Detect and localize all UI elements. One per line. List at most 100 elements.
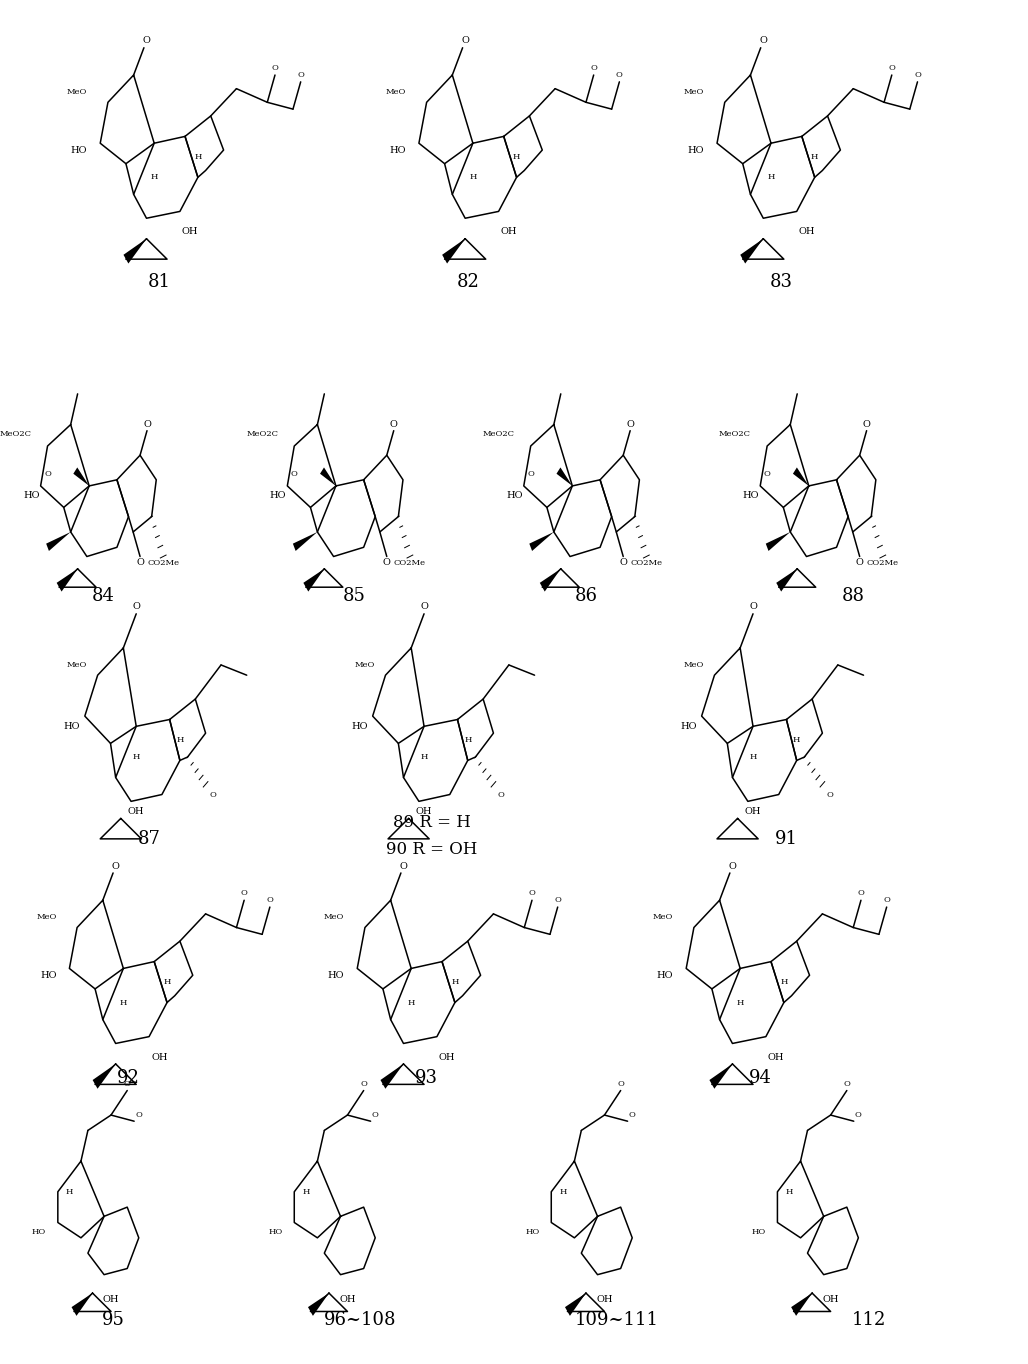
Text: HO: HO (681, 722, 697, 731)
Text: MeO: MeO (386, 89, 406, 95)
Text: OH: OH (439, 1053, 455, 1061)
Text: MeO: MeO (684, 662, 704, 668)
Text: 112: 112 (851, 1311, 886, 1330)
Polygon shape (793, 468, 809, 486)
Text: CO2Me: CO2Me (394, 559, 426, 566)
Text: OH: OH (182, 228, 198, 236)
Text: HO: HO (269, 491, 287, 499)
Text: MeO: MeO (324, 914, 344, 921)
Text: H: H (66, 1188, 73, 1196)
Text: HO: HO (328, 971, 344, 979)
Text: O: O (372, 1112, 378, 1118)
Text: 92: 92 (117, 1068, 140, 1087)
Text: O: O (291, 469, 298, 477)
Text: HO: HO (751, 1228, 766, 1236)
Text: O: O (462, 37, 469, 45)
Text: O: O (400, 862, 407, 870)
Text: H: H (119, 998, 127, 1007)
Text: 89 R = H: 89 R = H (393, 814, 471, 831)
Text: O: O (857, 889, 865, 898)
Text: O: O (390, 420, 398, 430)
Text: OH: OH (596, 1294, 613, 1304)
Text: O: O (266, 896, 273, 904)
Text: O: O (133, 603, 140, 611)
Text: H: H (811, 153, 818, 161)
Polygon shape (72, 1293, 93, 1316)
Text: CO2Me: CO2Me (147, 559, 179, 566)
Text: O: O (760, 37, 767, 45)
Text: O: O (498, 791, 505, 798)
Text: MeO: MeO (36, 914, 57, 921)
Text: O: O (143, 420, 151, 430)
Text: O: O (528, 889, 536, 898)
Polygon shape (556, 468, 573, 486)
Text: 85: 85 (343, 587, 366, 606)
Text: O: O (241, 889, 248, 898)
Text: HO: HO (742, 491, 760, 499)
Text: O: O (729, 862, 736, 870)
Text: O: O (527, 469, 535, 477)
Text: CO2Me: CO2Me (867, 559, 898, 566)
Text: MeO: MeO (67, 89, 87, 95)
Text: HO: HO (64, 722, 80, 731)
Text: OH: OH (127, 807, 145, 816)
Text: CO2Me: CO2Me (630, 559, 662, 566)
Text: O: O (764, 469, 771, 477)
Text: H: H (469, 173, 477, 181)
Text: H: H (194, 153, 201, 161)
Polygon shape (57, 569, 78, 592)
Text: MeO2C: MeO2C (719, 430, 750, 438)
Text: O: O (143, 37, 150, 45)
Polygon shape (442, 239, 465, 263)
Text: O: O (210, 791, 217, 798)
Text: 81: 81 (148, 273, 171, 292)
Text: 87: 87 (138, 829, 160, 848)
Text: HO: HO (23, 491, 40, 499)
Polygon shape (380, 1064, 403, 1088)
Text: H: H (749, 753, 757, 761)
Text: MeO: MeO (355, 662, 375, 668)
Text: HO: HO (268, 1228, 283, 1236)
Text: H: H (559, 1188, 566, 1196)
Text: O: O (914, 71, 921, 79)
Text: H: H (793, 737, 801, 743)
Text: O: O (420, 603, 428, 611)
Text: OH: OH (799, 228, 815, 236)
Text: O: O (590, 64, 597, 72)
Text: O: O (629, 1112, 635, 1118)
Text: 83: 83 (770, 273, 793, 292)
Text: H: H (133, 753, 140, 761)
Text: MeO: MeO (684, 89, 704, 95)
Text: 82: 82 (456, 273, 479, 292)
Text: H: H (150, 173, 158, 181)
Text: OH: OH (822, 1294, 839, 1304)
Text: H: H (736, 998, 744, 1007)
Polygon shape (93, 1064, 115, 1088)
Polygon shape (303, 569, 325, 592)
Text: O: O (843, 1080, 850, 1088)
Text: 94: 94 (749, 1068, 772, 1087)
Text: O: O (136, 558, 144, 567)
Text: HO: HO (390, 146, 406, 154)
Polygon shape (123, 239, 147, 263)
Polygon shape (320, 468, 336, 486)
Polygon shape (540, 569, 561, 592)
Polygon shape (293, 532, 318, 551)
Text: O: O (112, 862, 119, 870)
Text: O: O (855, 1112, 861, 1118)
Text: H: H (513, 153, 520, 161)
Text: O: O (554, 896, 561, 904)
Text: O: O (749, 603, 757, 611)
Text: 88: 88 (842, 587, 865, 606)
Text: O: O (888, 64, 895, 72)
Text: MeO: MeO (67, 662, 87, 668)
Text: H: H (163, 978, 171, 986)
Text: MeO2C: MeO2C (0, 430, 31, 438)
Text: O: O (626, 420, 634, 430)
Text: OH: OH (744, 807, 762, 816)
Text: H: H (407, 998, 415, 1007)
Text: 84: 84 (91, 587, 114, 606)
Polygon shape (308, 1293, 329, 1316)
Polygon shape (776, 569, 798, 592)
Text: O: O (862, 420, 871, 430)
